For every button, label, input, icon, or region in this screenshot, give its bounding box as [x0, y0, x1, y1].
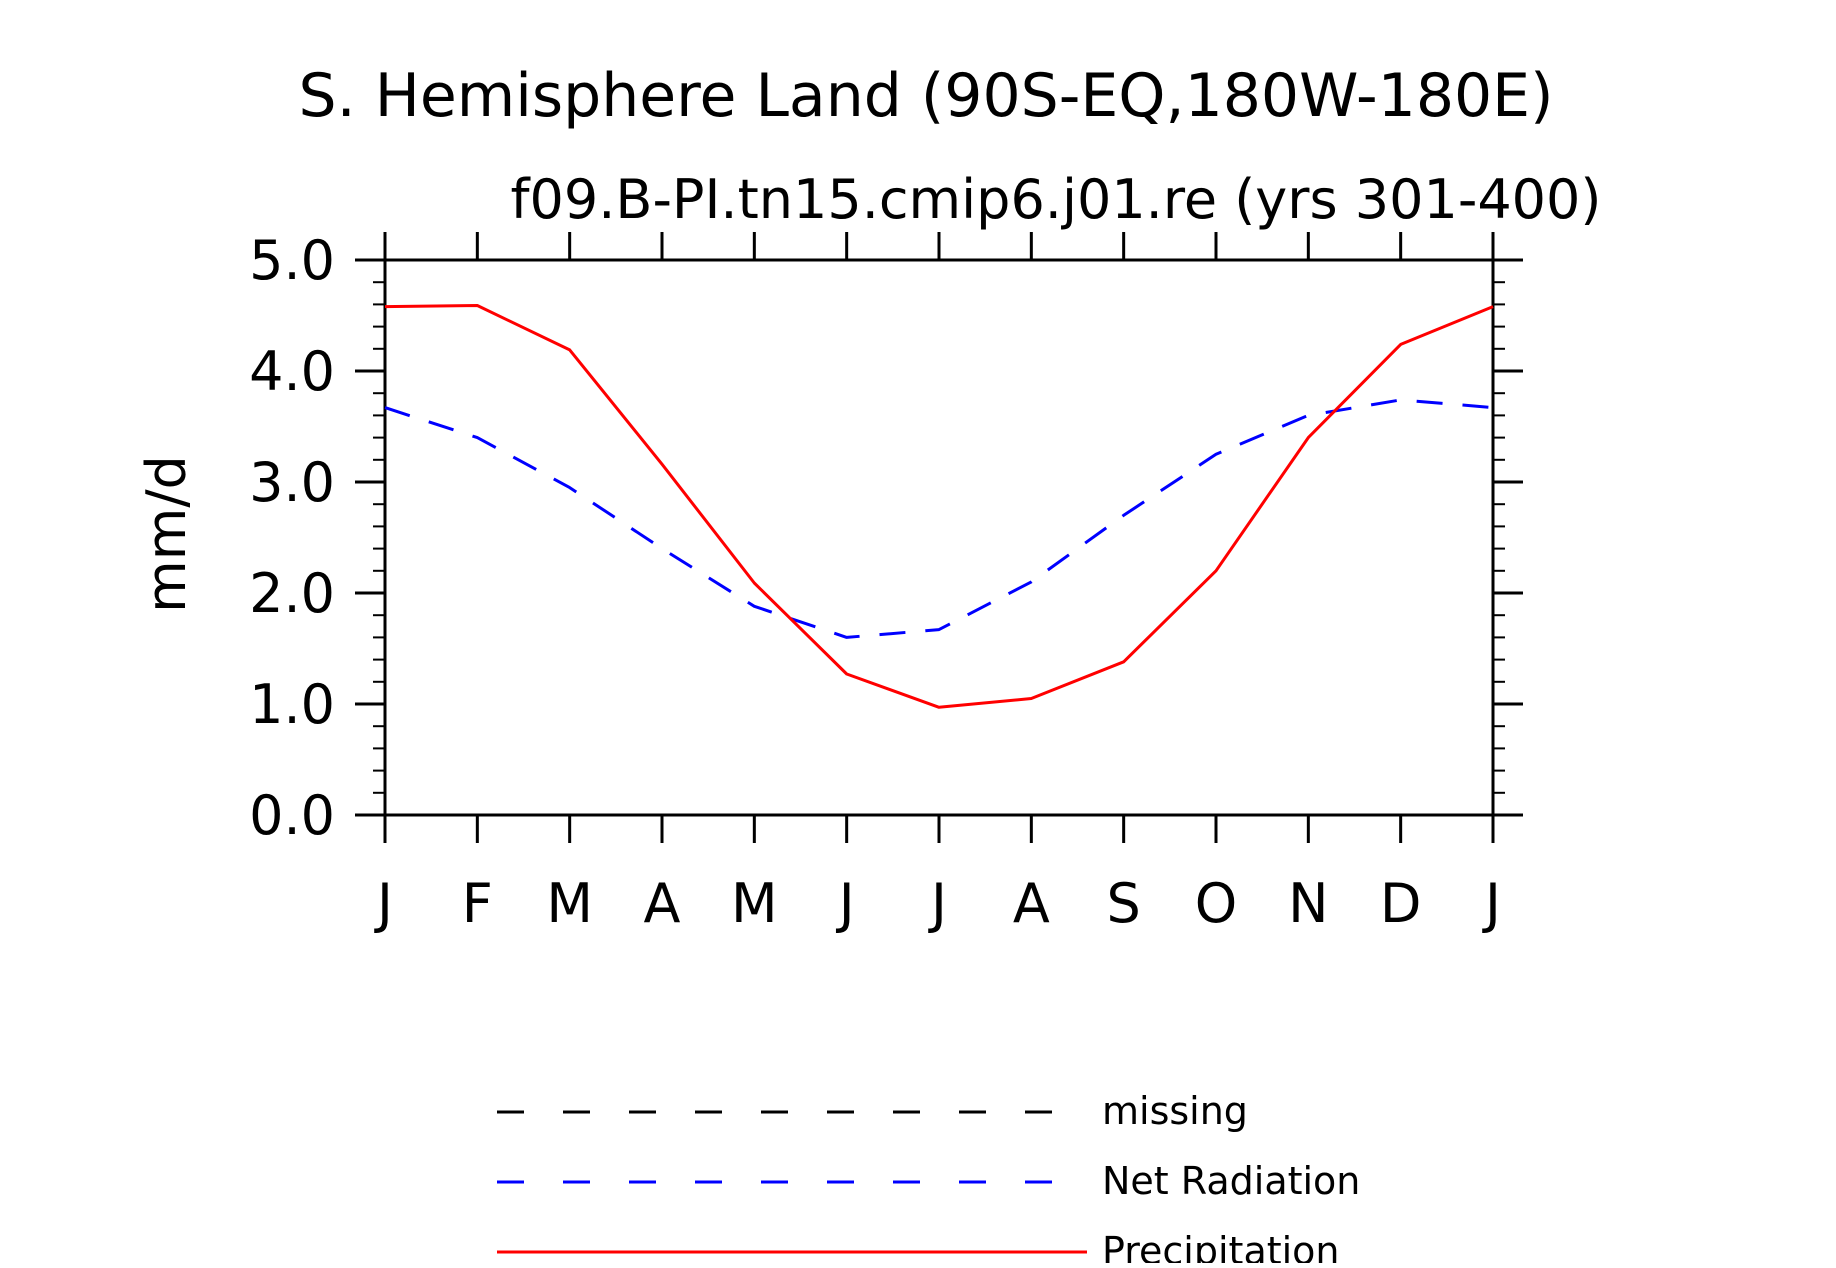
y-tick-label: 2.0: [249, 562, 335, 625]
legend-label-precipitation: Precipitation: [1102, 1229, 1340, 1263]
chart-title: S. Hemisphere Land (90S-EQ,180W-180E): [299, 61, 1554, 131]
x-tick-label: N: [1288, 872, 1328, 935]
y-axis-label: mm/d: [135, 455, 198, 613]
x-tick-label: F: [462, 872, 493, 935]
x-tick-label: A: [644, 872, 681, 935]
x-tick-label: M: [731, 872, 778, 935]
legend-label-missing: missing: [1102, 1089, 1248, 1133]
x-tick-label: J: [374, 872, 393, 935]
x-tick-label: J: [836, 872, 855, 935]
x-tick-label: M: [546, 872, 593, 935]
y-tick-label: 5.0: [249, 229, 335, 292]
plot-frame: [385, 260, 1493, 815]
x-tick-label: A: [1013, 872, 1050, 935]
x-tick-label: J: [1482, 872, 1501, 935]
x-tick-label: O: [1195, 872, 1238, 935]
y-tick-label: 1.0: [249, 673, 335, 736]
y-tick-label: 3.0: [249, 451, 335, 514]
series-line-net-radiation: [385, 400, 1493, 638]
legend: missing Net Radiation Precipitation: [497, 1089, 1360, 1263]
y-ticks: 0.0 1.0 2.0 3.0 4.0 5.0: [249, 229, 1523, 847]
y-tick-label: 4.0: [249, 340, 335, 403]
x-tick-label: J: [928, 872, 947, 935]
legend-label-net-radiation: Net Radiation: [1102, 1159, 1360, 1203]
x-tick-label: S: [1107, 872, 1141, 935]
x-tick-label: D: [1380, 872, 1422, 935]
chart-subtitle: f09.B-PI.tn15.cmip6.j01.re (yrs 301-400): [511, 168, 1602, 231]
series-layer: [385, 306, 1493, 708]
series-line-precipitation: [385, 306, 1493, 708]
y-tick-label: 0.0: [249, 784, 335, 847]
